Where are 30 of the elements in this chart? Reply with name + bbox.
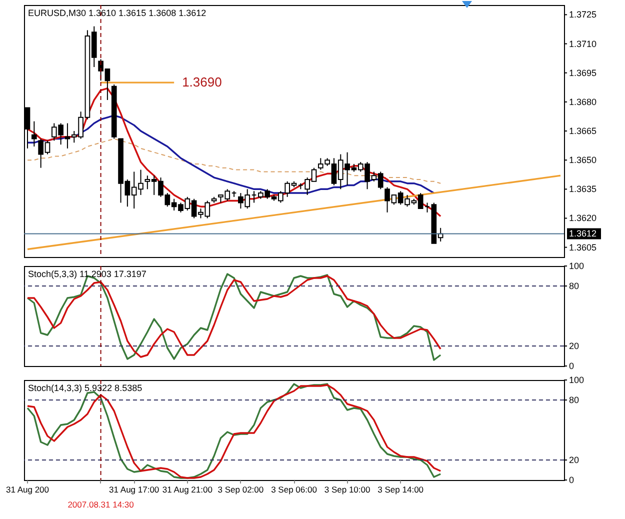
data-label: 1.3690 [182, 74, 222, 90]
chart-title: Stoch(5,3,3) 11.2903 17.3197 [28, 269, 146, 279]
x-tick-label: 31 Aug 21:00 [162, 484, 213, 494]
x-tick-label: 3 Sep 10:00 [324, 484, 370, 494]
ref-line-label: 1.3612 [569, 228, 597, 239]
x-tick-label: 2007.08.31 14:30 [68, 500, 134, 510]
y-tick-label: 100 [569, 261, 584, 271]
y-tick-label: 0 [569, 361, 574, 371]
y-tick-label: 80 [569, 281, 580, 291]
y-tick-label: 1.3725 [569, 10, 597, 20]
y-tick-label: 1.3665 [569, 126, 597, 136]
y-tick-label: 1.3620 [569, 213, 597, 224]
y-tick-label: 1.3680 [569, 96, 597, 107]
y-tick-label: 0 [569, 475, 574, 485]
chart-title: Stoch(14,3,3) 5.9322 8.5385 [28, 383, 142, 393]
chart-title: EURUSD,M30 1.3610 1.3615 1.3608 1.3612 [28, 8, 206, 18]
x-tick-label: 3 Sep 02:00 [218, 484, 264, 494]
x-tick-label: 3 Sep 14:00 [378, 484, 424, 494]
y-tick-label: 1.3710 [569, 38, 597, 49]
y-tick-label: 1.3605 [569, 242, 597, 252]
y-tick-label: 20 [569, 455, 580, 465]
y-tick-label: 100 [569, 375, 584, 385]
y-tick-label: 1.3650 [569, 155, 597, 166]
y-tick-label: 80 [569, 395, 580, 405]
x-tick-label: 3 Sep 06:00 [271, 484, 318, 494]
y-tick-label: 20 [569, 341, 580, 351]
x-tick-label: 31 Aug 200 [6, 484, 50, 494]
x-tick-label: 31 Aug 17:00 [109, 484, 160, 494]
y-tick-label: 1.3635 [569, 184, 597, 194]
y-tick-label: 1.3695 [569, 68, 597, 78]
